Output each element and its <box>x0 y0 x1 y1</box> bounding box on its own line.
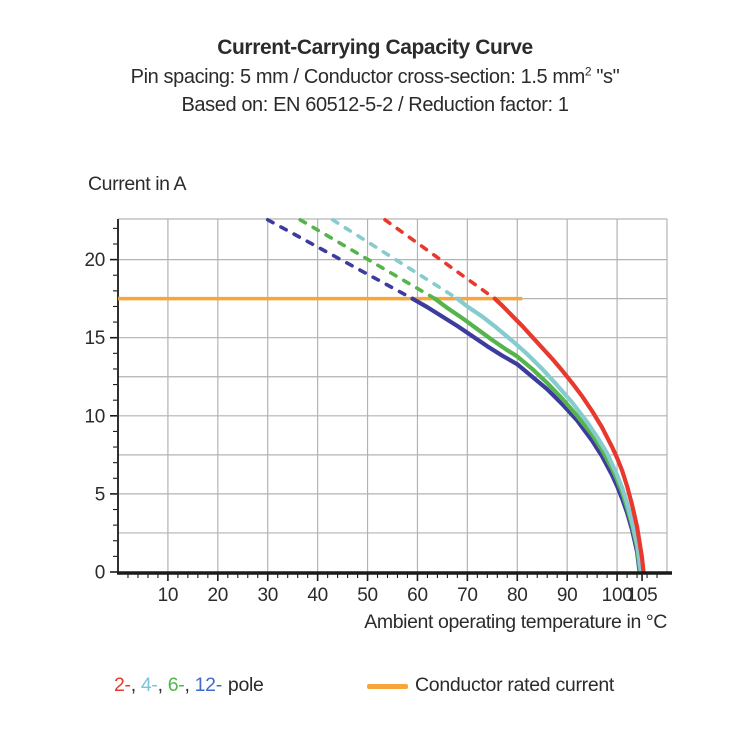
y-tick-label: 20 <box>84 250 105 271</box>
legend-pole-suffix: pole <box>227 674 264 696</box>
curve-2-pole-solid <box>492 296 646 575</box>
legend-separator: , <box>130 674 136 696</box>
x-tick-label: 30 <box>257 585 278 606</box>
x-tick-label: 100 <box>602 585 633 606</box>
x-tick-label: 20 <box>208 585 229 606</box>
y-tick-label: 5 <box>95 484 105 505</box>
y-tick-label: 10 <box>84 406 105 427</box>
legend-4-pole: 4- <box>140 674 158 696</box>
legend-2-pole: 2- <box>114 674 131 696</box>
superscript-2: 2 <box>584 64 592 79</box>
curve-12-pole-dashed <box>265 217 415 301</box>
x-axis-title: Ambient operating temperature in °C <box>364 611 667 633</box>
subtitle-tail: "s" <box>591 66 620 88</box>
x-tick-label: 40 <box>307 585 328 606</box>
subtitle-standard: Based on: EN 60512-5-2 / Reduction facto… <box>181 94 569 116</box>
x-tick-label: 60 <box>407 585 428 606</box>
x-tick-label: 70 <box>457 585 478 606</box>
page-title: Current-Carrying Capacity Curve <box>217 36 533 59</box>
x-tick-label: 80 <box>507 585 528 606</box>
curve-6-pole-dashed <box>298 217 437 301</box>
legend-separator: , <box>157 674 163 696</box>
y-axis-title: Current in A <box>88 173 187 195</box>
rated-current-legend-label: Conductor rated current <box>415 674 615 696</box>
legend-6-pole: 6- <box>167 674 185 696</box>
curve-4-pole-dashed <box>330 217 460 301</box>
x-tick-label: 50 <box>357 585 378 606</box>
legend-separator: , <box>184 674 190 696</box>
x-tick-label: 90 <box>557 585 578 606</box>
pole-legend: 2-, 4-, 6-, 12- pole <box>114 674 264 697</box>
rated-current-line-swatch <box>367 684 408 689</box>
curve-4-pole-solid <box>455 296 644 575</box>
curve-2-pole-dashed <box>383 217 497 301</box>
subtitle-main: Pin spacing: 5 mm / Conductor cross-sect… <box>130 66 586 88</box>
x-tick-label: 105 <box>627 585 658 606</box>
y-tick-label: 15 <box>84 328 105 349</box>
legend-12-pole: 12- <box>194 674 223 696</box>
y-tick-label: 0 <box>95 563 105 584</box>
x-tick-label: 10 <box>158 585 179 606</box>
subtitle-pin-spacing: Pin spacing: 5 mm / Conductor cross-sect… <box>0 64 750 89</box>
